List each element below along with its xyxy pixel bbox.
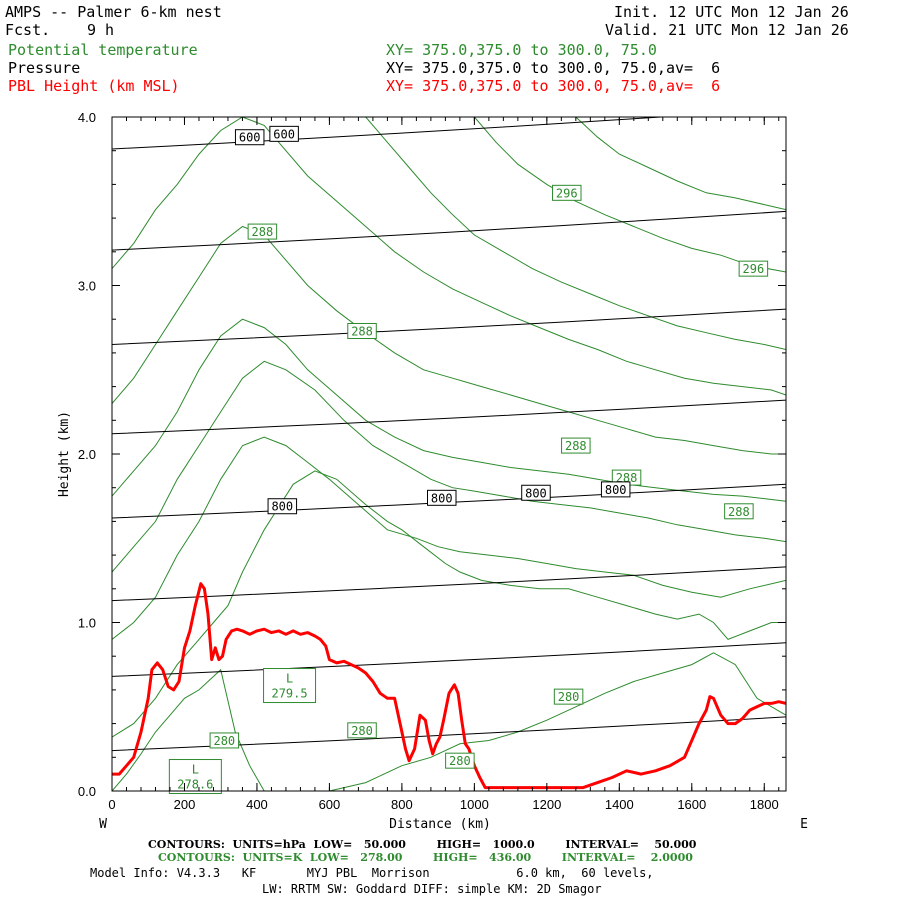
theta-contour-10 (329, 652, 786, 791)
theta-contour-3 (112, 318, 786, 502)
valid-time: Valid. 21 UTC Mon 12 Jan 26 (605, 21, 849, 39)
x-tick-label-2: 400 (246, 797, 268, 812)
x-tick-label-5: 1000 (460, 797, 489, 812)
theta-contour-0 (112, 470, 786, 738)
theta-label-7-box (553, 688, 584, 705)
init-time: Init. 12 UTC Mon 12 Jan 26 (614, 3, 849, 21)
low-center-marker-1: L (192, 763, 199, 777)
east-label: E (800, 817, 808, 832)
theta-label-1-box (738, 260, 769, 277)
theta-contour-5 (112, 117, 786, 396)
pressure-label-4-box (521, 484, 551, 501)
footer-model-info: Model Info: V4.3.3 KF MYJ PBL Morrison 6… (90, 866, 654, 880)
pressure-label-3-box (427, 489, 457, 506)
theta-label-8: 280 (351, 724, 373, 738)
x-tick-label-1: 200 (174, 797, 196, 812)
low-center-marker-0: L (286, 672, 293, 686)
xy-pressure: XY= 375.0,375.0 to 300.0, 75.0,av= 6 (386, 59, 721, 77)
pressure-label-3: 800 (431, 491, 453, 505)
pressure-contour-4 (112, 399, 786, 435)
low-center-box-0 (263, 668, 317, 704)
field-theta-label: Potential temperature (8, 41, 198, 59)
theta-label-2-box (247, 223, 278, 240)
low-center-box-1 (168, 759, 222, 795)
pressure-label-0: 600 (239, 131, 261, 145)
y-tick-label-0: 0.0 (78, 784, 96, 799)
pbl-height-line (112, 582, 786, 790)
axes: 0 200 400 600 800 1000 1200 1400 1600 1800 0.0 1.0 2… (78, 110, 786, 812)
x-tick-label-3: 600 (319, 797, 341, 812)
theta-label-0: 296 (556, 186, 578, 200)
theta-label-1: 296 (743, 262, 765, 276)
west-label: W (99, 817, 107, 832)
theta-label-10-box (209, 732, 240, 749)
theta-label-0-box (552, 184, 582, 201)
x-tick-label-6: 1200 (532, 797, 561, 812)
theta-contours (112, 117, 786, 791)
pressure-contours (112, 117, 786, 752)
low-center-value-1: 278.6 (177, 778, 213, 792)
theta-label-4: 288 (565, 439, 587, 453)
x-tick-label-9: 1800 (750, 797, 779, 812)
footer-contours-pressure: CONTOURS: UNITS=hPa LOW= 50.000 HIGH= 10… (148, 838, 697, 851)
x-tick-label-7: 1400 (605, 797, 634, 812)
theta-label-9-box (445, 752, 475, 769)
y-tick-label-4: 4.0 (78, 110, 96, 125)
theta-label-9: 280 (449, 754, 471, 768)
theta-contour-1 (112, 436, 786, 640)
pressure-contour-7 (112, 117, 670, 150)
pressure-contour-1 (112, 642, 786, 677)
theta-label-6: 288 (728, 505, 750, 519)
pressure-label-2-box (267, 498, 298, 515)
theta-contour-2 (112, 360, 786, 573)
pressure-label-5-box (600, 481, 631, 498)
pressure-label-1: 600 (273, 127, 295, 141)
x-axis-label: Distance (km) (389, 817, 491, 832)
y-tick-label-1: 1.0 (78, 616, 96, 631)
theta-label-6-box (724, 503, 754, 520)
theta-label-2: 288 (252, 225, 274, 239)
xy-pbl: XY= 375.0,375.0 to 300.0, 75.0,av= 6 (386, 77, 721, 95)
field-pbl-label: PBL Height (km MSL) (8, 77, 180, 95)
forecast-label: Fcst. (5, 21, 51, 39)
y-tick-label-2: 2.0 (78, 447, 96, 462)
theta-label-8-box (347, 722, 377, 739)
theta-contour-8 (575, 117, 786, 211)
pressure-label-1-box (269, 125, 299, 142)
theta-label-10: 280 (213, 734, 235, 748)
theta-label-4-box (561, 437, 591, 454)
theta-label-7: 280 (558, 690, 580, 704)
theta-contour-4 (112, 225, 786, 455)
chart-title: AMPS -- Palmer 6-km nest (5, 3, 222, 21)
footer-model-info-2: LW: RRTM SW: Goddard DIFF: simple KM: 2D… (262, 882, 602, 896)
pressure-label-5: 800 (605, 483, 627, 497)
theta-contour-9 (112, 668, 265, 791)
field-pressure-label: Pressure (8, 59, 81, 77)
pressure-contour-6 (112, 210, 786, 251)
theta-contour-7 (474, 117, 786, 273)
low-center-value-0: 279.5 (271, 687, 307, 701)
theta-contour-6 (365, 117, 786, 350)
x-tick-label-4: 800 (391, 797, 413, 812)
pressure-label-0-box (234, 129, 265, 146)
pressure-contour-2 (112, 566, 786, 602)
theta-label-3-box (347, 322, 377, 339)
x-tick-label-0: 0 (108, 797, 115, 812)
pressure-label-4: 800 (525, 486, 547, 500)
pbl-line-group (112, 582, 786, 790)
pressure-label-2: 800 (271, 500, 293, 514)
forecast-value: 9 h (87, 21, 115, 39)
y-axis-label: Height (km) (57, 411, 72, 497)
x-tick-label-8: 1600 (677, 797, 706, 812)
xy-theta: XY= 375.0,375.0 to 300.0, 75.0 (386, 41, 657, 59)
theta-label-3: 288 (351, 324, 373, 338)
y-tick-label-3: 3.0 (78, 279, 96, 294)
pressure-contour-5 (112, 308, 786, 345)
footer-contours-theta: CONTOURS: UNITS=K LOW= 278.00 HIGH= 436.… (158, 851, 693, 864)
